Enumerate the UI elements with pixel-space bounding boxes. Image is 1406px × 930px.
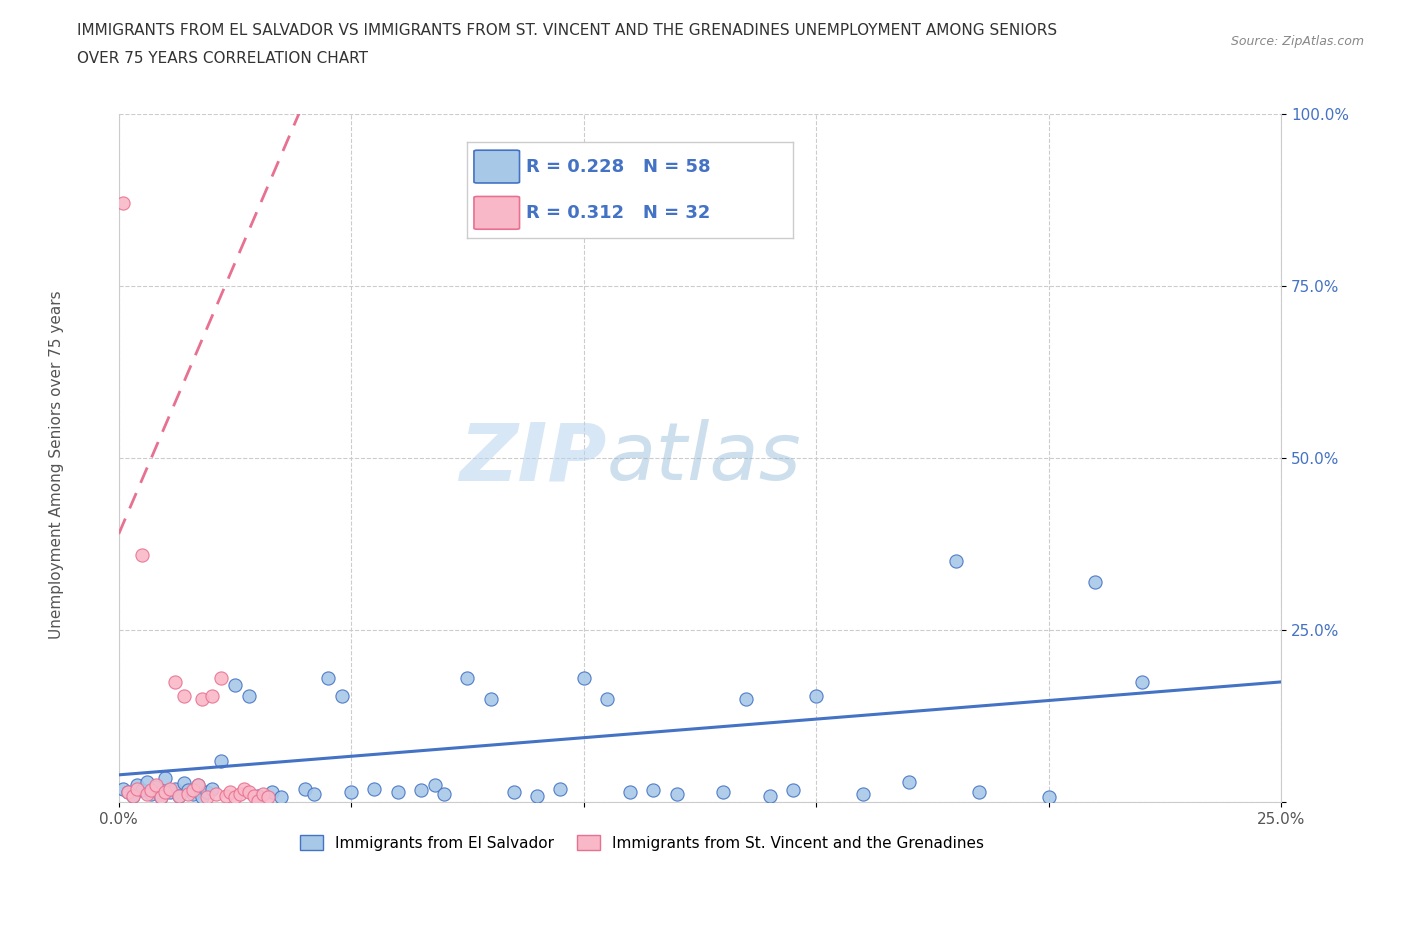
Point: [252, 787, 274, 802]
Point: [735, 692, 758, 707]
Legend: Immigrants from El Salvador, Immigrants from St. Vincent and the Grenadines: Immigrants from El Salvador, Immigrants …: [294, 829, 990, 857]
Text: Unemployment Among Seniors over 75 years: Unemployment Among Seniors over 75 years: [49, 291, 63, 639]
Point: [191, 692, 214, 707]
Point: [238, 688, 260, 703]
Point: [127, 777, 149, 792]
Point: [127, 781, 149, 796]
Point: [387, 785, 409, 800]
Point: [526, 788, 548, 803]
Point: [112, 781, 135, 796]
Point: [209, 753, 232, 768]
Point: [163, 781, 186, 796]
Point: [1084, 575, 1107, 590]
Point: [433, 787, 456, 802]
Point: [163, 674, 186, 689]
Point: [1038, 790, 1060, 804]
Point: [167, 788, 190, 803]
Point: [181, 787, 204, 802]
Point: [262, 785, 284, 800]
Point: [340, 785, 363, 800]
Point: [302, 787, 325, 802]
Point: [145, 777, 167, 792]
Point: [572, 671, 595, 686]
Point: [205, 787, 228, 802]
Text: IMMIGRANTS FROM EL SALVADOR VS IMMIGRANTS FROM ST. VINCENT AND THE GRENADINES UN: IMMIGRANTS FROM EL SALVADOR VS IMMIGRANT…: [77, 23, 1057, 38]
Point: [149, 790, 172, 804]
Point: [242, 788, 264, 803]
Point: [181, 782, 204, 797]
Point: [135, 787, 157, 802]
Point: [479, 692, 502, 707]
Point: [503, 785, 526, 800]
Point: [804, 688, 827, 703]
Point: [187, 777, 209, 792]
Point: [177, 782, 200, 797]
Point: [1130, 674, 1153, 689]
Point: [643, 782, 665, 797]
Point: [330, 688, 353, 703]
Point: [149, 790, 172, 804]
Point: [141, 787, 163, 802]
Point: [316, 671, 339, 686]
Point: [228, 787, 250, 802]
Point: [187, 777, 209, 792]
Point: [131, 782, 153, 797]
Point: [135, 775, 157, 790]
Point: [233, 781, 256, 796]
Text: atlas: atlas: [607, 419, 801, 498]
Point: [967, 785, 990, 800]
Point: [898, 775, 921, 790]
Point: [247, 793, 270, 808]
Point: [121, 788, 143, 803]
Point: [131, 547, 153, 562]
Point: [238, 785, 260, 800]
Point: [112, 196, 135, 211]
Point: [247, 788, 270, 803]
Point: [159, 781, 181, 796]
Point: [141, 782, 163, 797]
Point: [215, 788, 238, 803]
Point: [173, 776, 195, 790]
Point: [177, 787, 200, 802]
Point: [155, 771, 177, 786]
Point: [224, 790, 246, 804]
Point: [270, 790, 292, 804]
Point: [852, 787, 875, 802]
Point: [159, 785, 181, 800]
Text: Source: ZipAtlas.com: Source: ZipAtlas.com: [1230, 35, 1364, 48]
Point: [121, 788, 143, 803]
Point: [224, 678, 246, 693]
Text: OVER 75 YEARS CORRELATION CHART: OVER 75 YEARS CORRELATION CHART: [77, 51, 368, 66]
Point: [363, 781, 385, 796]
Point: [550, 781, 572, 796]
Point: [409, 782, 432, 797]
Point: [758, 788, 780, 803]
Point: [117, 785, 139, 800]
Point: [195, 790, 218, 804]
Point: [619, 785, 641, 800]
Point: [423, 777, 446, 792]
Text: ZIP: ZIP: [460, 419, 607, 498]
Point: [711, 785, 734, 800]
Point: [456, 671, 478, 686]
Point: [665, 787, 688, 802]
Point: [155, 785, 177, 800]
Point: [782, 782, 804, 797]
Point: [145, 780, 167, 795]
Point: [201, 688, 224, 703]
Point: [219, 785, 242, 800]
Point: [167, 788, 190, 803]
Point: [117, 785, 139, 800]
Point: [209, 671, 232, 686]
Point: [191, 790, 214, 804]
Point: [201, 781, 224, 796]
Point: [195, 785, 218, 800]
Point: [294, 781, 316, 796]
Point: [173, 688, 195, 703]
Point: [596, 692, 619, 707]
Point: [945, 554, 967, 569]
Point: [256, 790, 278, 804]
